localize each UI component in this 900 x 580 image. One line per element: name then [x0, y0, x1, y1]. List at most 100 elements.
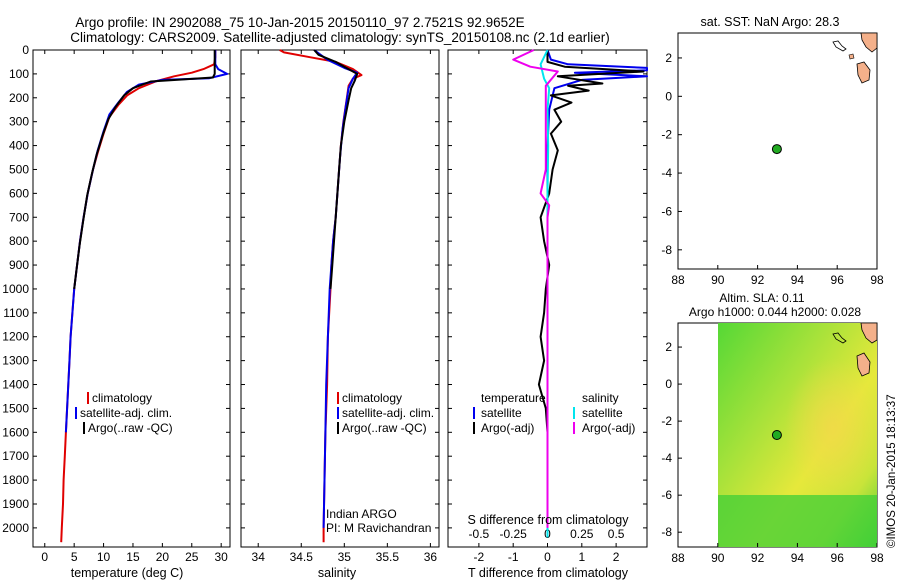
sst-map-title: sat. SST: NaN Argo: 28.3 [701, 15, 840, 29]
map-x-tick-label: 92 [751, 273, 765, 287]
x-tick-label: 15 [126, 550, 140, 564]
x-tick-label: 0 [544, 550, 551, 564]
legend-s-argo: Argo(-adj) [582, 421, 635, 435]
map-y-tick-label: -8 [661, 525, 672, 539]
x-tick-label: 34 [252, 550, 266, 564]
series-line-t-satellite [546, 49, 648, 528]
map-x-tick-label: 96 [831, 551, 845, 565]
x-tick-label: 34.5 [290, 550, 314, 564]
series-line-argo-raw-qc- [73, 50, 216, 290]
map-x-tick-label: 94 [791, 551, 805, 565]
y-tick-label: 1000 [2, 282, 29, 296]
y-tick-label: 300 [9, 115, 29, 129]
map-x-tick-label: 94 [791, 273, 805, 287]
map-x-tick-label: 90 [711, 273, 725, 287]
sla-map-subtitle: Argo h1000: 0.044 h2000: 0.028 [689, 305, 861, 319]
map-x-tick-label: 98 [870, 551, 884, 565]
map-y-tick-label: -2 [661, 128, 672, 142]
y-tick-label: 1800 [2, 473, 29, 487]
x-tick-label: 0 [41, 550, 48, 564]
x-tick-label: 1 [578, 550, 585, 564]
series-line-satellite-adj-clim- [313, 49, 359, 528]
sst-map-land [832, 33, 877, 84]
salinity-legend: climatology satellite-adj. clim. Argo(..… [337, 391, 434, 435]
x-tick-label: 36 [424, 550, 438, 564]
y-tick-label: 1300 [2, 354, 29, 368]
map-x-tick-label: 98 [870, 273, 884, 287]
x-tick-label: 35.5 [376, 550, 400, 564]
y-tick-label: 1600 [2, 425, 29, 439]
legend-climatology: climatology [92, 391, 152, 405]
map-y-tick-label: -6 [661, 204, 672, 218]
sla-field-south [718, 495, 877, 547]
x-tick-top-label: 0.25 [570, 527, 594, 541]
figure-title-line1: Argo profile: IN 2902088_75 10-Jan-2015 … [75, 15, 524, 30]
x-tick-label: 10 [97, 550, 111, 564]
float-position-marker [771, 144, 782, 155]
series-line-argo-raw-qc- [313, 49, 359, 289]
x-tick-label: 20 [156, 550, 170, 564]
difference-xlabel-top: S difference from climatology [468, 513, 630, 527]
y-tick-label: 1400 [2, 378, 29, 392]
x-tick-top-label: 0.5 [608, 527, 625, 541]
x-tick-label: 35 [338, 550, 352, 564]
y-tick-label: 500 [9, 162, 29, 176]
y-tick-label: 1200 [2, 330, 29, 344]
map-y-tick-label: -8 [661, 243, 672, 257]
legend-salinity-title: salinity [582, 391, 619, 405]
difference-legend: temperature satellite Argo(-adj) salinit… [473, 391, 635, 435]
map-y-tick-label: 2 [665, 51, 672, 65]
series-line-climatology [60, 50, 217, 543]
series-line-s-argo-adj- [512, 49, 559, 528]
imos-watermark: ©IMOS 20-Jan-2015 18:13:37 [886, 394, 898, 548]
y-tick-label: 200 [9, 91, 29, 105]
y-tick-label: 1100 [3, 306, 29, 320]
map-y-tick-label: 0 [665, 377, 672, 391]
series-line-climatology [279, 49, 363, 543]
y-tick-label: 800 [9, 234, 29, 248]
legend-argo: Argo(..raw -QC) [88, 421, 173, 435]
x-tick-label: 30 [214, 550, 228, 564]
y-tick-label: 900 [9, 258, 29, 272]
map-y-tick-label: 2 [665, 340, 672, 354]
float-position-marker [771, 430, 782, 440]
temperature-xlabel: temperature (deg C) [71, 566, 184, 580]
y-tick-label: 100 [9, 67, 29, 81]
series-line-satellite-adj-clim- [64, 50, 229, 433]
land-patch [832, 332, 847, 344]
y-tick-label: 1700 [2, 449, 29, 463]
sla-map-title: Altim. SLA: 0.11 [719, 291, 804, 305]
x-tick-label: -2 [474, 550, 485, 564]
x-tick-top-label: -0.25 [500, 527, 528, 541]
salinity-xlabel: salinity [318, 566, 357, 580]
legend-t-argo: Argo(-adj) [481, 421, 534, 435]
legend-argo: Argo(..raw -QC) [342, 421, 427, 435]
y-tick-label: 700 [9, 210, 29, 224]
difference-xlabel: T difference from climatology [468, 566, 629, 580]
land-patch [848, 53, 855, 60]
y-tick-label: 1500 [2, 401, 29, 415]
y-tick-label: 0 [22, 43, 29, 57]
land-patch [860, 323, 877, 344]
salinity-annotation-line2: PI: M Ravichandran [326, 521, 431, 535]
temperature-panel [32, 49, 231, 548]
y-tick-label: 1900 [2, 497, 29, 511]
map-y-tick-label: -4 [661, 166, 672, 180]
figure-title-line2: Climatology: CARS2009. Satellite-adjuste… [70, 30, 610, 45]
map-x-tick-label: 88 [671, 273, 685, 287]
map-x-tick-label: 92 [751, 551, 765, 565]
land-patch [832, 40, 847, 52]
y-tick-label: 2000 [2, 521, 29, 535]
legend-temperature-title: temperature [481, 391, 546, 405]
salinity-annotation-line1: Indian ARGO [326, 507, 397, 521]
legend-s-satellite: satellite [582, 406, 623, 420]
legend-satellite: satellite-adj. clim. [342, 406, 434, 420]
x-tick-label: -1 [508, 550, 519, 564]
map-x-tick-label: 88 [671, 551, 685, 565]
map-y-tick-label: -2 [661, 414, 672, 428]
legend-satellite: satellite-adj. clim. [80, 406, 172, 420]
x-tick-label: 2 [613, 550, 620, 564]
y-tick-label: 400 [9, 139, 29, 153]
map-y-tick-label: -4 [661, 451, 672, 465]
